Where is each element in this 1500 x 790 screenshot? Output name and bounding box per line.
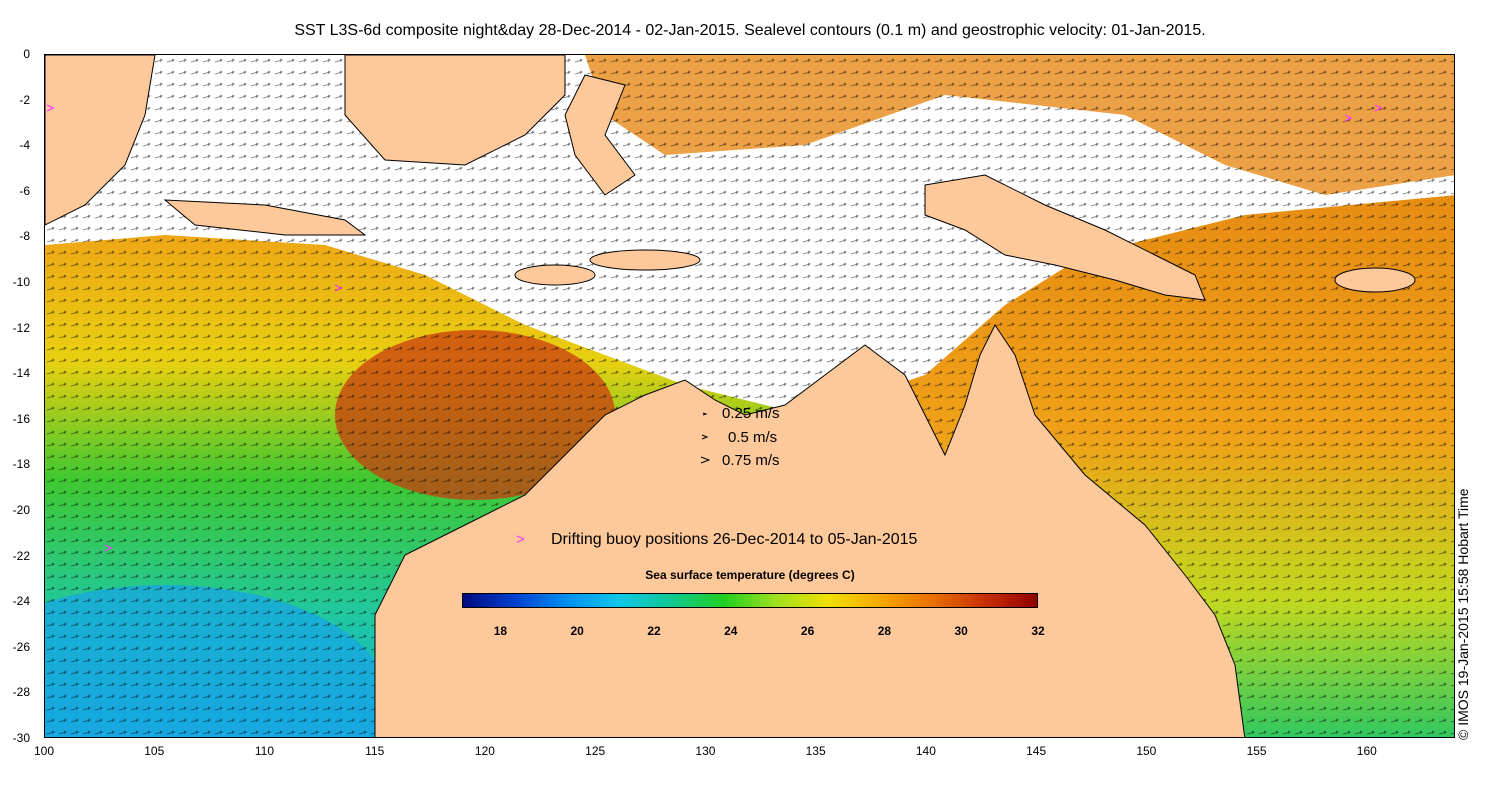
x-tick-label: 115 xyxy=(365,744,385,758)
y-tick-label: -16 xyxy=(12,411,30,426)
x-tick-label: 140 xyxy=(915,744,936,758)
colorbar-tick-label: 28 xyxy=(877,624,892,638)
java-landmass xyxy=(163,199,367,236)
timor-island xyxy=(514,264,596,286)
drifting-buoys xyxy=(46,104,1383,552)
x-tick-label: 150 xyxy=(1136,744,1157,758)
borneo-landmass xyxy=(344,55,566,166)
x-tick-label: 105 xyxy=(144,744,165,758)
y-tick-label: -12 xyxy=(12,320,30,335)
y-tick-label: 0 xyxy=(23,47,30,61)
credit-text: © IMOS 19-Jan-2015 15:58 Hobart Time xyxy=(1455,488,1471,740)
colorbar-tick-label: 22 xyxy=(647,624,661,638)
colorbar-tick-label: 24 xyxy=(724,624,738,638)
chart-title: SST L3S-6d composite night&day 28-Dec-20… xyxy=(294,22,1206,39)
y-tick-label: -4 xyxy=(19,138,30,153)
y-tick-label: -26 xyxy=(12,639,30,654)
credit-text-container: © IMOS 19-Jan-2015 15:58 Hobart Time xyxy=(1455,488,1475,760)
australia-landmass xyxy=(374,324,1246,737)
velocity-legend-label: 0.75 m/s xyxy=(722,452,780,469)
sulawesi-landmass xyxy=(564,74,636,196)
colorbar xyxy=(462,593,1038,608)
sst-map-canvas xyxy=(45,55,1454,737)
sumatra-landmass xyxy=(45,55,156,226)
x-tick-label: 135 xyxy=(805,744,826,758)
timor-east-island xyxy=(589,249,701,271)
y-tick-label: -6 xyxy=(19,183,30,198)
x-tick-label: 125 xyxy=(585,744,606,758)
colorbar-tick-label: 30 xyxy=(954,624,968,638)
y-tick-label: -22 xyxy=(12,548,30,563)
x-tick-label: 100 xyxy=(33,744,55,758)
x-tick-label: 160 xyxy=(1356,744,1377,758)
velocity-legend-label: 0.25 m/s xyxy=(722,405,780,422)
x-tick-label: 145 xyxy=(1026,744,1047,758)
y-tick-label: -20 xyxy=(12,503,30,517)
colorbar-tick-label: 18 xyxy=(493,624,508,638)
sst-map xyxy=(44,54,1455,738)
y-tick-label: -24 xyxy=(12,594,30,609)
buoy-legend-symbol: > xyxy=(516,531,525,548)
velocity-legend-label: 0.5 m/s xyxy=(728,429,778,446)
y-tick-label: -10 xyxy=(12,275,30,289)
colorbar-tick-label: 20 xyxy=(570,624,584,638)
colorbar-title: Sea surface temperature (degrees C) xyxy=(645,568,855,582)
buoy-legend-label: Drifting buoy positions 26-Dec-2014 to 0… xyxy=(551,531,918,548)
x-tick-label: 130 xyxy=(695,744,716,758)
y-tick-label: -8 xyxy=(19,229,30,244)
colorbar-tick-label: 26 xyxy=(800,624,815,638)
x-tick-label: 110 xyxy=(254,744,275,758)
velocity-legend-arrows xyxy=(700,412,711,464)
new-guinea-landmass xyxy=(924,174,1206,301)
x-tick-label: 120 xyxy=(474,744,495,758)
y-tick-label: -14 xyxy=(12,366,30,381)
solomon-island xyxy=(1334,267,1416,293)
y-tick-label: -2 xyxy=(19,92,30,107)
y-tick-label: -30 xyxy=(12,731,30,745)
y-tick-label: -18 xyxy=(12,457,30,472)
y-tick-label: -28 xyxy=(12,685,30,700)
x-tick-label: 155 xyxy=(1246,744,1267,758)
colorbar-tick-label: 32 xyxy=(1031,624,1045,638)
